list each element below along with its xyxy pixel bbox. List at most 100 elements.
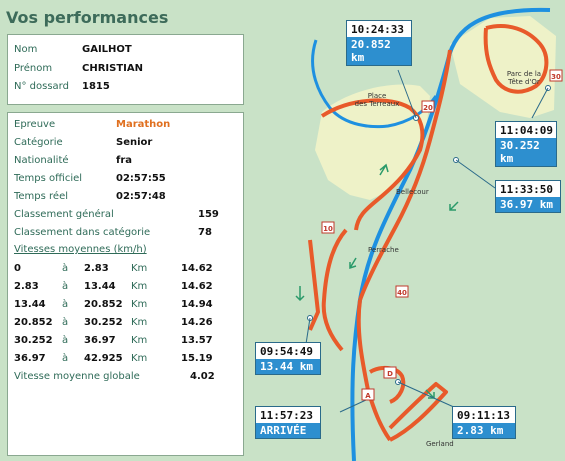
results-panel: Epreuve Marathon Catégorie Senior Nation…	[7, 112, 244, 456]
label-classement-general: Classement général	[14, 209, 114, 220]
label-place-terreaux: Place des Terreaux	[355, 92, 400, 108]
checkpoint-distance: 13.44 km	[256, 359, 320, 374]
marker-20: 20	[423, 104, 433, 112]
label-temps-officiel: Temps officiel	[14, 173, 83, 184]
speed-unit: Km	[131, 317, 148, 328]
value-temps-officiel: 02:57:55	[116, 173, 166, 184]
leader-line	[397, 381, 457, 409]
speed-from: 36.97	[14, 353, 46, 364]
marker-30-box	[549, 69, 563, 82]
leader-line	[339, 399, 367, 413]
label-prenom: Prénom	[14, 63, 53, 74]
value-nom: GAILHOT	[82, 44, 132, 55]
label-nationalite: Nationalité	[14, 155, 69, 166]
marker-10-box	[321, 221, 335, 234]
leader-line	[397, 69, 417, 119]
label-dossard: N° dossard	[14, 81, 69, 92]
marker-40: 40	[397, 289, 407, 297]
speed-a: à	[62, 281, 69, 292]
value-epreuve: Marathon	[116, 119, 171, 130]
place-labels: Place des Terreaux Parc de la Tête d'Or Be…	[355, 70, 541, 448]
checkpoint-time: 09:11:13	[457, 409, 510, 422]
speed-to: 36.97	[84, 335, 116, 346]
value-temps-reel: 02:57:48	[116, 191, 166, 202]
label-categorie: Catégorie	[14, 137, 63, 148]
speed-value: 14.62	[181, 281, 213, 292]
speed-from: 30.252	[14, 335, 53, 346]
speed-value: 14.26	[181, 317, 213, 328]
value-classement-categorie: 78	[198, 227, 212, 238]
river-rhone	[350, 7, 551, 461]
label-perrache: Perrache	[368, 246, 399, 254]
speed-value: 13.57	[181, 335, 213, 346]
speed-a: à	[62, 353, 69, 364]
page-title: Vos performances	[6, 8, 169, 27]
label-gerland: Gerland	[426, 440, 454, 448]
course-route	[308, 24, 549, 442]
km-markers: 20 30 10 40 D A	[321, 69, 563, 401]
speed-from: 2.83	[14, 281, 39, 292]
speed-a: à	[62, 263, 69, 274]
park-area	[450, 16, 556, 118]
checkpoint-time: 11:04:09	[500, 124, 553, 137]
value-nationalite: fra	[116, 155, 133, 166]
checkpoint-distance: 30.252 km	[496, 138, 556, 166]
value-prenom: CHRISTIAN	[82, 63, 143, 74]
checkpoint-box: 10:24:33 20.852 km	[346, 20, 412, 66]
course-map: Place des Terreaux Parc de la Tête d'Or Be…	[250, 0, 565, 461]
value-categorie: Senior	[116, 137, 153, 148]
checkpoint-time: 11:57:23	[260, 409, 313, 422]
speed-to: 20.852	[84, 299, 123, 310]
checkpoint-leaders	[305, 69, 549, 413]
value-classement-general: 159	[198, 209, 219, 220]
marker-10: 10	[323, 225, 333, 233]
label-nom: Nom	[14, 44, 38, 55]
identity-panel: Nom GAILHOT Prénom CHRISTIAN N° dossard …	[7, 34, 244, 105]
marker-40-box	[395, 285, 409, 298]
leader-line	[531, 87, 549, 119]
label-parc-tete-dor: Parc de la Tête d'Or	[507, 70, 541, 86]
leader-line	[305, 317, 311, 345]
speed-unit: Km	[131, 335, 148, 346]
marker-30: 30	[551, 73, 561, 81]
speed-from: 20.852	[14, 317, 53, 328]
marker-a-box	[361, 388, 375, 401]
speed-unit: Km	[131, 299, 148, 310]
speed-value: 14.94	[181, 299, 213, 310]
checkpoint-box: 11:33:50 36.97 km	[495, 180, 561, 213]
speed-from: 13.44	[14, 299, 46, 310]
direction-arrows	[295, 163, 459, 399]
place-terreaux-line1: Place	[368, 92, 387, 100]
checkpoint-box: 09:11:13 2.83 km	[452, 406, 516, 439]
checkpoint-time: 10:24:33	[351, 23, 404, 36]
parc-line2: Tête d'Or	[507, 78, 540, 86]
checkpoint-distance: 20.852 km	[347, 37, 411, 65]
label-temps-reel: Temps réel	[14, 191, 69, 202]
marker-d: D	[387, 370, 393, 378]
map-svg: Place des Terreaux Parc de la Tête d'Or Be…	[295, 7, 563, 461]
marker-a: A	[365, 392, 371, 400]
place-terreaux-line2: des Terreaux	[355, 100, 400, 108]
label-vitesse-globale: Vitesse moyenne globale	[14, 371, 140, 382]
checkpoint-box: 11:04:09 30.252 km	[495, 121, 557, 167]
speed-to: 42.925	[84, 353, 123, 364]
speed-to: 2.83	[84, 263, 109, 274]
parc-line1: Parc de la	[507, 70, 541, 78]
checkpoint-distance: 36.97 km	[496, 197, 560, 212]
leader-line	[455, 159, 496, 189]
speed-value: 14.62	[181, 263, 213, 274]
speeds-header: Vitesses moyennes (km/h)	[14, 244, 147, 255]
checkpoint-box: 11:57:23 ARRIVÉE	[255, 406, 321, 439]
speed-value: 15.19	[181, 353, 213, 364]
label-bellecour: Bellecour	[396, 188, 429, 196]
value-vitesse-globale: 4.02	[190, 371, 215, 382]
speed-a: à	[62, 335, 69, 346]
speed-a: à	[62, 317, 69, 328]
checkpoint-distance: ARRIVÉE	[256, 423, 320, 438]
speed-unit: Km	[131, 281, 148, 292]
value-dossard: 1815	[82, 81, 110, 92]
label-classement-categorie: Classement dans catégorie	[14, 227, 151, 238]
checkpoint-time: 11:33:50	[500, 183, 553, 196]
marker-d-box	[383, 366, 397, 379]
speed-to: 13.44	[84, 281, 116, 292]
